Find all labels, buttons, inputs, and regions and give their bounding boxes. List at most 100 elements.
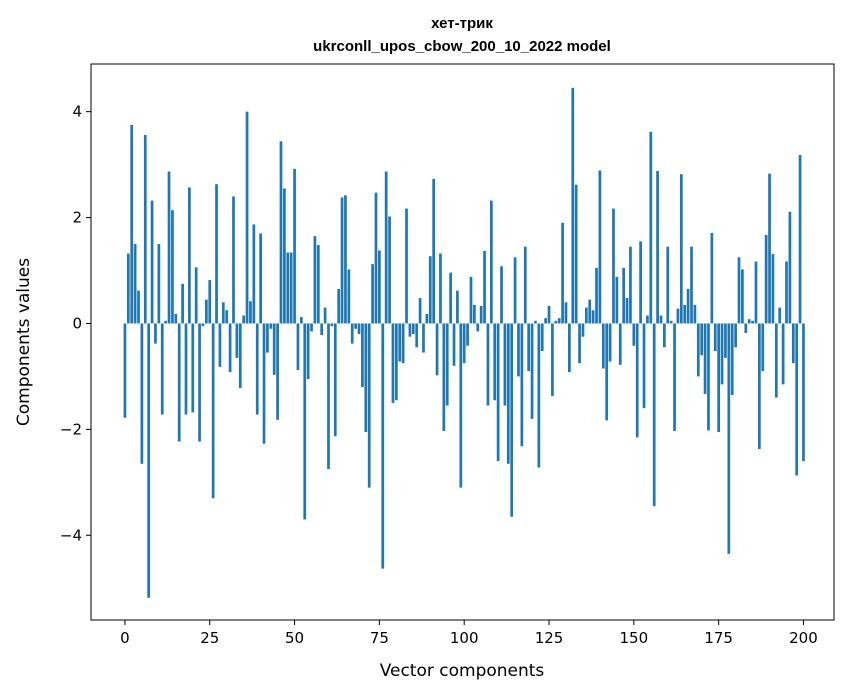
bar: [299, 317, 303, 324]
bar: [527, 323, 531, 372]
bar: [425, 313, 429, 324]
bar: [388, 216, 391, 324]
bar: [598, 170, 602, 324]
bar: [768, 173, 771, 324]
bar: [534, 320, 537, 324]
bar: [734, 323, 737, 348]
bar: [659, 315, 663, 324]
bar: [337, 289, 341, 324]
bar: [415, 323, 419, 348]
bar: [133, 244, 137, 324]
bar: [286, 252, 290, 324]
bar: [707, 323, 710, 431]
bar: [517, 323, 520, 377]
bar: [259, 233, 262, 324]
bar: [327, 323, 330, 470]
bar: [476, 323, 480, 332]
bar: [323, 307, 327, 324]
bar: [371, 264, 374, 324]
bar-series: [123, 87, 805, 598]
bar: [344, 195, 347, 324]
bar: [418, 298, 422, 324]
bar: [462, 323, 466, 364]
bar: [669, 320, 673, 324]
bar: [364, 323, 368, 433]
bar: [204, 299, 208, 324]
bar: [473, 304, 476, 324]
bar: [724, 323, 727, 358]
bar: [174, 313, 178, 324]
bar: [459, 323, 463, 488]
bar: [381, 323, 385, 569]
bar: [544, 318, 547, 324]
bar: [164, 320, 167, 324]
bar: [171, 210, 174, 324]
bar: [221, 302, 225, 324]
bar: [751, 320, 754, 324]
y-axis-ticks: −4 −2 0 2 4: [60, 103, 91, 544]
bar: [279, 141, 283, 324]
bar: [232, 196, 235, 324]
y-tick-label: 2: [72, 209, 82, 227]
bar: [635, 323, 639, 438]
bar: [201, 323, 205, 327]
bar: [646, 315, 649, 324]
bar: [276, 323, 279, 420]
bar: [367, 323, 371, 488]
bar: [255, 323, 259, 415]
bar: [618, 323, 622, 365]
bar: [374, 192, 378, 324]
y-tick-label: −4: [60, 526, 82, 544]
bar: [554, 320, 558, 324]
bar: [266, 323, 269, 353]
bar: [622, 267, 626, 324]
bar: [581, 323, 585, 337]
bar: [157, 244, 161, 324]
bar: [442, 323, 446, 431]
bar: [540, 323, 544, 352]
bar: [218, 323, 222, 367]
bar: [703, 323, 707, 394]
bar: [615, 276, 619, 324]
x-tick-label: 0: [120, 629, 130, 647]
bar: [574, 184, 578, 324]
bar: [140, 323, 144, 464]
bar: [449, 272, 452, 324]
bar: [238, 323, 242, 389]
bar: [730, 323, 734, 395]
bar: [147, 323, 151, 598]
bar: [428, 256, 432, 324]
bar: [652, 323, 656, 507]
bar: [523, 246, 527, 324]
bar: [405, 208, 408, 324]
bar: [394, 323, 398, 401]
bar: [357, 323, 361, 335]
x-axis-label: Vector components: [380, 661, 545, 681]
bar: [663, 323, 666, 348]
bar: [510, 323, 514, 517]
bar: [489, 200, 493, 324]
bar: [252, 224, 256, 324]
bar: [591, 310, 595, 324]
bar: [435, 323, 439, 376]
x-tick-label: 125: [535, 629, 564, 647]
bar: [747, 319, 751, 324]
bar: [791, 323, 795, 364]
bar: [551, 323, 554, 397]
bar: [737, 257, 741, 324]
bar: [191, 323, 195, 413]
bar: [493, 323, 497, 401]
bar: [761, 323, 765, 372]
bar: [690, 246, 693, 324]
bar: [289, 252, 293, 324]
bar: [469, 276, 473, 324]
bar: [439, 253, 442, 324]
bar: [316, 245, 320, 324]
bar: [727, 323, 731, 554]
bar: [486, 323, 490, 406]
bar: [215, 184, 218, 324]
bar: [391, 323, 395, 403]
bar: [741, 269, 744, 324]
bar: [686, 289, 690, 324]
bar: [154, 323, 157, 344]
